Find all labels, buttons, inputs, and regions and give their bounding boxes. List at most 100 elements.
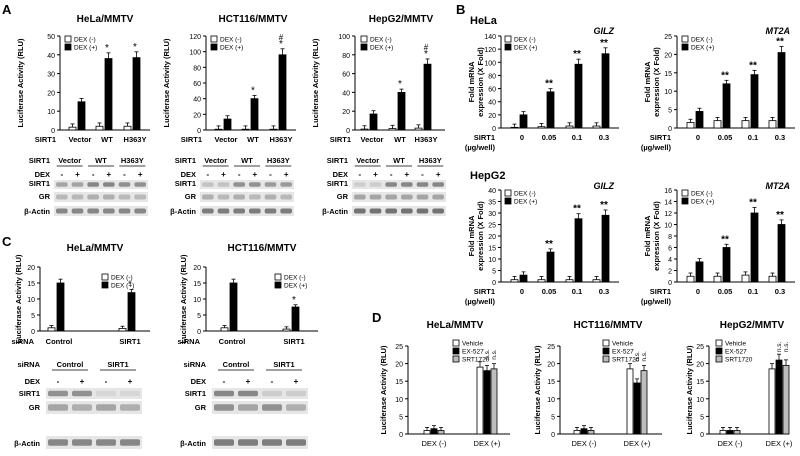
chart-title: GILZ (594, 26, 615, 36)
y-tick-label: 0 (399, 432, 403, 439)
y-tick-label: 15 (395, 379, 403, 386)
blot-band (249, 182, 261, 187)
legend-label: DEX (-) (111, 275, 133, 282)
blot-row-label: GR (337, 192, 349, 201)
bar-dex- (537, 279, 546, 283)
legend-label: DEX (-) (691, 37, 713, 44)
x-tick-label: 0.05 (718, 287, 733, 296)
x-axis-label: (µg/well) (641, 297, 672, 306)
chart-title: HCT116/MMTV (228, 243, 297, 254)
significance-label: * (398, 79, 402, 90)
blot-band (118, 194, 131, 200)
y-axis-label: expression (X Fold) (652, 201, 661, 271)
x-tick-label: 0.3 (775, 287, 785, 296)
significance-label: # (279, 33, 284, 42)
legend-swatch (681, 197, 689, 205)
bar-ex-527 (430, 428, 438, 435)
blot-band (286, 404, 306, 411)
blot-strip-gr (200, 192, 294, 202)
blot-row-label: siRNA (17, 360, 40, 369)
y-tick-label: 10 (664, 89, 672, 96)
bar-dex- (686, 275, 695, 283)
blot-band (71, 194, 84, 200)
y-tick-label: 40 (193, 97, 201, 104)
blot-band (214, 390, 234, 397)
y-axis-label: Fold mRNA (467, 215, 476, 256)
y-tick-label: 20 (193, 265, 201, 272)
blot-dex-sign: + (252, 170, 257, 179)
blot-background (200, 206, 294, 216)
y-tick-label: 25 (547, 344, 555, 351)
chart-b1: GILZ 0 20 40 60 80 100 120 140 Fold mRNA expressio… (465, 26, 619, 152)
blot-background (212, 436, 308, 449)
bar-srt1720 (437, 430, 445, 435)
legend-swatch (64, 43, 72, 51)
blot-dex-sign: + (80, 377, 85, 386)
bar-dex- (250, 98, 259, 131)
blot-band (96, 390, 116, 397)
bar-srt1720 (490, 368, 498, 435)
y-tick-label: 0 (668, 126, 672, 133)
legend-swatch (681, 189, 689, 197)
chart-title: HeLa/MMTV (427, 320, 484, 331)
significance-label: ** (721, 234, 729, 245)
blot-band (87, 208, 99, 214)
blot-background (212, 401, 308, 414)
bar-dex- (713, 275, 722, 283)
blot-dex-sign: - (60, 170, 63, 179)
y-tick-label: 20 (395, 362, 403, 369)
y-tick-label: 5 (551, 414, 555, 421)
y-tick-label: 15 (488, 246, 496, 253)
bar-dex- (741, 274, 750, 283)
legend-label: DEX (+) (284, 283, 307, 290)
bar-ex-527 (775, 359, 783, 435)
x-tick-label: DEX (-) (422, 439, 448, 448)
bar-dex- (388, 128, 397, 131)
blot-band (369, 208, 382, 214)
bar-vehicle (768, 368, 776, 435)
legend-swatch (360, 35, 368, 43)
bar-dex- (601, 214, 610, 283)
blot-strip-gr (212, 401, 308, 414)
blot-band (264, 194, 277, 200)
b-heading-hela: HeLa (470, 15, 498, 27)
bar-srt1720 (782, 364, 790, 435)
blot-band (369, 194, 382, 200)
blot-band (286, 390, 306, 397)
x-axis-label: siRNA (177, 337, 200, 346)
y-tick-label: 6 (668, 246, 672, 253)
bar-dex- (741, 120, 750, 129)
significance-label: * (105, 43, 109, 54)
y-tick-label: 20 (488, 234, 496, 241)
y-tick-label: 40 (47, 53, 55, 60)
bar-vehicle (719, 430, 727, 435)
blot-background (200, 180, 294, 189)
bar-dex- (592, 279, 601, 283)
y-tick-label: 0 (492, 126, 496, 133)
x-tick-label: 0 (696, 133, 700, 142)
bar-dex- (519, 274, 528, 283)
blot-band (202, 182, 214, 187)
blot-band (103, 182, 115, 187)
blot-row-label: GR (29, 403, 41, 412)
x-tick-label: 0.3 (599, 287, 609, 296)
blot-background (54, 206, 148, 216)
blot-band (214, 439, 234, 446)
blot-band (432, 194, 444, 200)
blot-row-label: β-Actin (180, 439, 206, 448)
blot-group-label: Control (57, 360, 84, 369)
bar-dex- (241, 128, 250, 131)
bar-dex- (510, 279, 519, 283)
y-tick-label: 10 (47, 109, 55, 116)
blot-a2: SIRT1 Vector WT H363Y DEX - + - + - + SIRT1 GR β-Acti… (170, 156, 294, 216)
y-tick-label: 100 (484, 60, 496, 67)
y-axis-label: Luciferase Activity (RLU) (533, 345, 542, 434)
x-tick-label: 0.05 (718, 133, 733, 142)
bar-vehicle (423, 430, 431, 435)
blot-band (72, 439, 92, 446)
significance-label: ** (749, 197, 757, 208)
bar-dex- (229, 282, 238, 332)
y-axis-label: expression (X Fold) (476, 201, 485, 271)
blot-group-label: Control (223, 360, 250, 369)
panel-label-a: A (2, 2, 12, 17)
